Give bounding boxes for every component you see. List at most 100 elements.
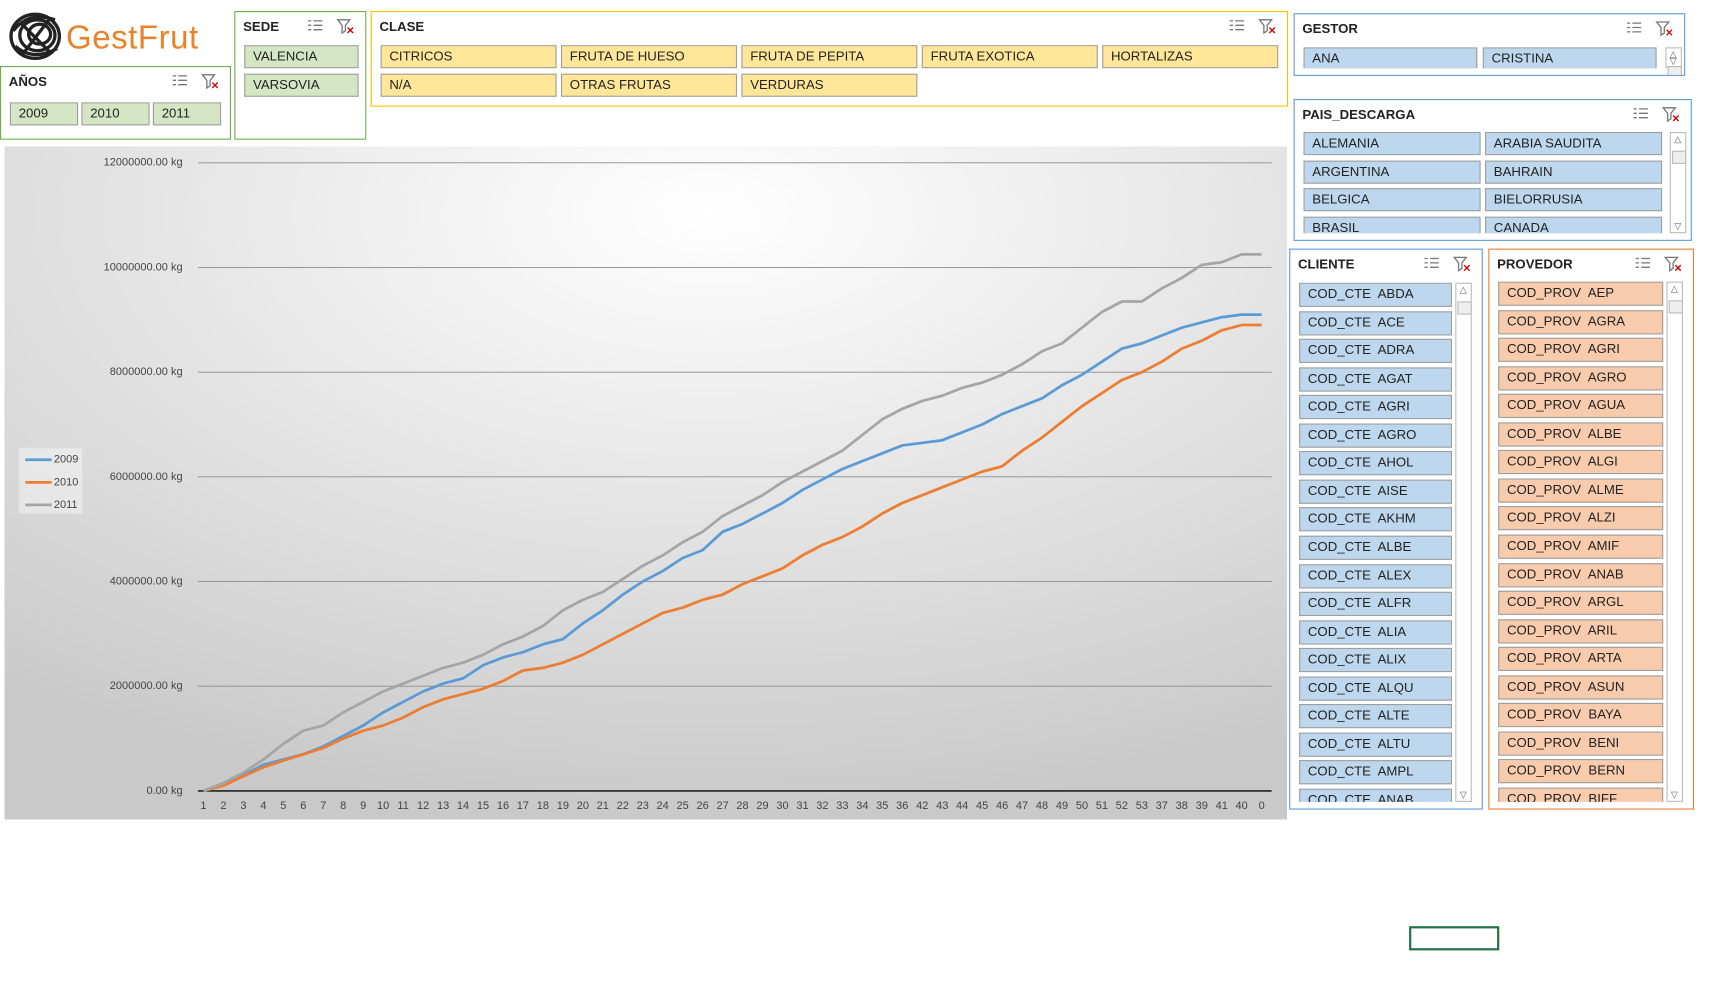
slicer-buttons[interactable] <box>171 73 219 91</box>
scrollbar[interactable]: △ ▽ <box>1666 281 1683 802</box>
slicer-item[interactable]: COD_PROV ALZI <box>1498 506 1664 531</box>
slicer-item[interactable]: COD_CTE ANAB <box>1299 788 1452 802</box>
selected-cell[interactable] <box>1409 926 1500 951</box>
series-line <box>203 323 1262 793</box>
slicer-buttons[interactable] <box>1228 18 1276 36</box>
x-tick-label: 36 <box>896 800 908 812</box>
x-tick-label: 2 <box>220 800 226 812</box>
slicer-item[interactable]: COD_CTE ALEX <box>1299 563 1452 588</box>
slicer-item[interactable]: VALENCIA <box>244 45 359 69</box>
slicer-item[interactable]: COD_PROV AEP <box>1498 281 1664 306</box>
slicer-item[interactable]: COD_PROV ARGL <box>1498 590 1664 615</box>
slicer-item[interactable]: FRUTA DE PEPITA <box>741 45 918 69</box>
slicer-item[interactable]: COD_CTE AGRO <box>1299 423 1452 448</box>
slicer-item[interactable]: COD_PROV BERN <box>1498 759 1664 784</box>
slicer-item[interactable]: BELGICA <box>1303 188 1481 212</box>
slicer-item[interactable]: COD_CTE ALQU <box>1299 676 1452 701</box>
slicer-item[interactable]: ANA <box>1303 47 1478 69</box>
slicer-item[interactable]: COD_PROV AMIF <box>1498 534 1664 559</box>
x-tick-label: 7 <box>320 800 326 812</box>
slicer-item[interactable]: COD_CTE ABDA <box>1299 282 1452 307</box>
slicer-item[interactable]: 2009 <box>9 102 79 126</box>
slicer-item[interactable]: ARABIA SAUDITA <box>1485 132 1663 156</box>
slicer-item[interactable]: COD_PROV ARIL <box>1498 618 1664 644</box>
slicer-item[interactable]: CANADA <box>1485 216 1663 234</box>
slicer-item[interactable]: CITRICOS <box>380 45 557 69</box>
x-tick-label: 44 <box>956 800 968 812</box>
slicer-item[interactable]: COD_CTE ALIX <box>1299 648 1452 673</box>
slicer-item[interactable]: BAHRAIN <box>1485 160 1663 184</box>
scrollbar[interactable]: △ ▽ <box>1669 132 1687 234</box>
slicer-item[interactable]: FRUTA EXOTICA <box>921 45 1098 69</box>
slicer-item[interactable]: COD_PROV ARTA <box>1498 646 1664 672</box>
x-tick-label: 51 <box>1096 800 1108 812</box>
slicer-items: VALENCIA VARSOVIA <box>235 45 365 132</box>
slicer-item[interactable]: COD_PROV BAYA <box>1498 703 1664 728</box>
slicer-item[interactable]: BIELORRUSIA <box>1485 188 1663 212</box>
slicer-item[interactable]: FRUTA DE HUESO <box>561 45 737 69</box>
slicer-buttons[interactable] <box>1625 20 1673 38</box>
slicer-item[interactable]: OTRAS FRUTAS <box>561 73 737 97</box>
slicer-item[interactable]: BRASIL <box>1303 216 1481 234</box>
slicer-item[interactable]: HORTALIZAS <box>1102 45 1279 69</box>
slicer-item[interactable]: COD_PROV ASUN <box>1498 675 1664 700</box>
slicer-item[interactable]: COD_PROV ALBE <box>1498 422 1664 447</box>
slicer-item[interactable]: COD_CTE AGRI <box>1299 395 1452 420</box>
x-tick-label: 5 <box>280 800 286 812</box>
slicer-item[interactable]: VERDURAS <box>741 73 918 97</box>
x-tick-label: 26 <box>697 800 709 812</box>
scrollbar[interactable]: △ ▽ <box>1665 47 1682 75</box>
x-tick-label: 37 <box>1156 800 1168 812</box>
slicer-item[interactable]: COD_PROV AGRO <box>1498 365 1664 391</box>
x-tick-label: 48 <box>1036 800 1048 812</box>
x-tick-label: 3 <box>240 800 246 812</box>
slicer-item[interactable]: ARGENTINA <box>1303 160 1481 184</box>
slicer-item[interactable]: COD_CTE ADRA <box>1299 338 1452 364</box>
slicer-item[interactable]: COD_PROV BIFF <box>1498 787 1664 802</box>
slicer-item[interactable]: COD_PROV AGUA <box>1498 394 1664 419</box>
x-tick-label: 46 <box>996 800 1008 812</box>
slicer-item[interactable]: 2011 <box>152 102 222 126</box>
slicer-item[interactable]: COD_CTE AHOL <box>1299 451 1452 476</box>
slicer-item[interactable]: COD_CTE ALTU <box>1299 732 1452 757</box>
slicer-item[interactable]: COD_CTE AMPL <box>1299 760 1452 785</box>
slicer-item[interactable]: COD_CTE AISE <box>1299 479 1452 504</box>
slicer-item[interactable]: COD_PROV AGRA <box>1498 309 1664 334</box>
slicer-item[interactable]: 2010 <box>81 102 150 126</box>
slicer-item[interactable]: COD_PROV ALME <box>1498 478 1664 503</box>
slicer-buttons[interactable] <box>1634 255 1682 273</box>
slicer-buttons[interactable] <box>1422 255 1471 273</box>
slicer-buttons[interactable] <box>306 18 354 36</box>
slicer-item[interactable]: COD_PROV ALGI <box>1498 450 1664 475</box>
slicer-item[interactable]: COD_PROV AGRI <box>1498 337 1664 363</box>
x-tick-label: 29 <box>756 800 768 812</box>
slicer-item[interactable]: COD_CTE ALTE <box>1299 704 1452 729</box>
scrollbar[interactable]: △ ▽ <box>1455 282 1472 802</box>
slicer-item[interactable]: COD_PROV BENI <box>1498 731 1664 756</box>
x-tick-label: 35 <box>876 800 888 812</box>
slicer-title: GESTOR <box>1302 20 1358 37</box>
x-tick-label: 34 <box>856 800 868 812</box>
slicer-item[interactable]: N/A <box>380 73 557 97</box>
chart: 0.00 kg 2000000.00 kg 4000000.00 kg 6000000… <box>4 146 1287 820</box>
slicer-title: AÑOS <box>8 73 47 90</box>
slicer-item[interactable]: COD_CTE ALBE <box>1299 535 1452 560</box>
slicer-item[interactable]: COD_CTE ACE <box>1299 310 1452 336</box>
logo: GestFrut <box>66 19 199 57</box>
slicer-buttons[interactable] <box>1631 106 1680 124</box>
slicer-item[interactable]: COD_PROV ANAB <box>1498 562 1664 587</box>
slicer-item[interactable]: COD_CTE AGAT <box>1299 367 1452 392</box>
slicer-items: ALEMANIA ARABIA SAUDITA ARGENTINA BAHRAIN BE… <box>1295 132 1691 234</box>
x-tick-label: 33 <box>836 800 848 812</box>
slicer-item[interactable]: COD_CTE AKHM <box>1299 507 1452 532</box>
slicer-item[interactable]: CRISTINA <box>1482 47 1657 69</box>
slicer-item[interactable]: ALEMANIA <box>1303 132 1481 156</box>
slicer-item[interactable]: COD_CTE ALFR <box>1299 591 1452 617</box>
slicer-item[interactable]: COD_CTE ALIA <box>1299 619 1452 645</box>
x-tick-label: 15 <box>477 800 489 812</box>
slicer-item[interactable]: VARSOVIA <box>244 73 359 97</box>
chart-background <box>4 146 1287 820</box>
slicer-title: PROVEDOR <box>1497 256 1573 272</box>
legend-label: 2011 <box>54 499 78 511</box>
x-tick-label: 40 <box>1236 800 1248 812</box>
